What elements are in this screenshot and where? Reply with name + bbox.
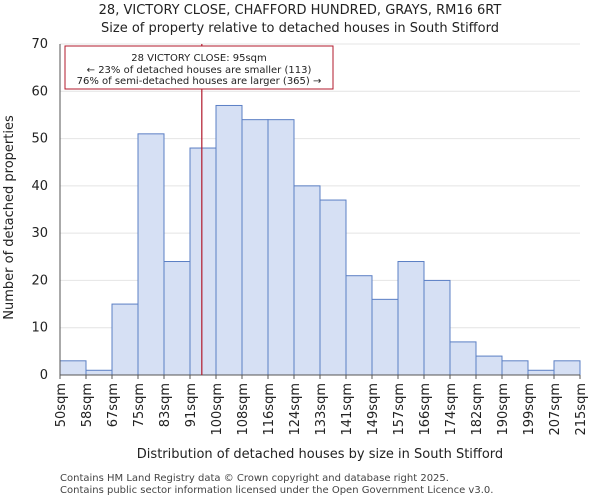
bar: [345, 275, 373, 376]
x-tick-label: 141sqm: [340, 383, 355, 436]
bar: [163, 261, 191, 376]
bar: [501, 360, 529, 376]
bar: [85, 369, 113, 376]
y-tick-label: 40: [31, 179, 48, 194]
bar: [267, 119, 295, 376]
x-tick-label: 157sqm: [392, 383, 407, 436]
y-tick-label: 10: [31, 321, 48, 336]
x-tick-label: 100sqm: [210, 383, 225, 436]
bar: [111, 303, 139, 376]
x-tick-labels: 50sqm 58sqm 67sqm 75sqm 83sqm 91sqm 100sqm 108s…: [54, 375, 589, 436]
annotation-line-1: 28 VICTORY CLOSE: 95sqm: [131, 53, 267, 64]
bar: [215, 104, 243, 376]
bars: [59, 104, 581, 376]
annotation-box: 28 VICTORY CLOSE: 95sqm ← 23% of detache…: [64, 45, 334, 90]
y-tick-label: 30: [31, 226, 48, 241]
bar: [527, 369, 555, 376]
y-tick-label: 20: [31, 273, 48, 288]
x-tick-label: 108sqm: [236, 383, 251, 436]
annotation-line-2: ← 23% of detached houses are smaller (11…: [87, 65, 312, 76]
bar: [59, 360, 87, 376]
x-tick-label: 50sqm: [54, 383, 69, 427]
x-tick-label: 207sqm: [548, 383, 563, 436]
bar: [475, 355, 503, 376]
x-tick-label: 149sqm: [366, 383, 381, 436]
x-tick-label: 166sqm: [418, 383, 433, 436]
chart-title-line1: 28, VICTORY CLOSE, CHAFFORD HUNDRED, GRA…: [98, 3, 502, 18]
y-tick-label: 70: [31, 37, 48, 52]
footer-licence: Contains public sector information licen…: [60, 485, 494, 496]
bar: [553, 360, 581, 376]
y-tick-label: 0: [40, 368, 48, 383]
y-axis-label: Number of detached properties: [2, 115, 17, 320]
x-tick-label: 190sqm: [496, 383, 511, 436]
bar: [241, 119, 269, 376]
bar: [449, 341, 477, 376]
x-tick-label: 83sqm: [158, 383, 173, 427]
x-tick-label: 75sqm: [132, 383, 147, 427]
footer-copyright: Contains HM Land Registry data © Crown c…: [60, 473, 449, 484]
annotation-line-3: 76% of semi-detached houses are larger (…: [77, 76, 322, 87]
x-tick-label: 199sqm: [522, 383, 537, 436]
bar: [293, 185, 321, 376]
y-tick-label: 60: [31, 84, 48, 99]
annotation-frame: [64, 45, 334, 90]
x-tick-label: 124sqm: [288, 383, 303, 436]
bar: [189, 147, 217, 376]
x-tick-label: 58sqm: [80, 383, 95, 427]
x-tick-label: 116sqm: [262, 383, 277, 436]
bar: [371, 298, 399, 376]
chart-title-line2: Size of property relative to detached ho…: [101, 21, 499, 36]
x-tick-label: 174sqm: [444, 383, 459, 436]
x-tick-label: 91sqm: [184, 383, 199, 427]
x-axis-label: Distribution of detached houses by size …: [137, 447, 503, 462]
bar: [319, 199, 347, 376]
x-tick-label: 182sqm: [470, 383, 485, 436]
bar: [137, 133, 165, 376]
y-tick-labels: 0 10 20 30 40 50 60 70: [31, 37, 48, 383]
bar: [423, 279, 451, 376]
x-tick-label: 133sqm: [314, 383, 329, 436]
x-tick-label: 67sqm: [106, 383, 121, 427]
bar: [397, 261, 425, 376]
x-tick-label: 215sqm: [574, 383, 589, 436]
y-tick-label: 50: [31, 132, 48, 147]
